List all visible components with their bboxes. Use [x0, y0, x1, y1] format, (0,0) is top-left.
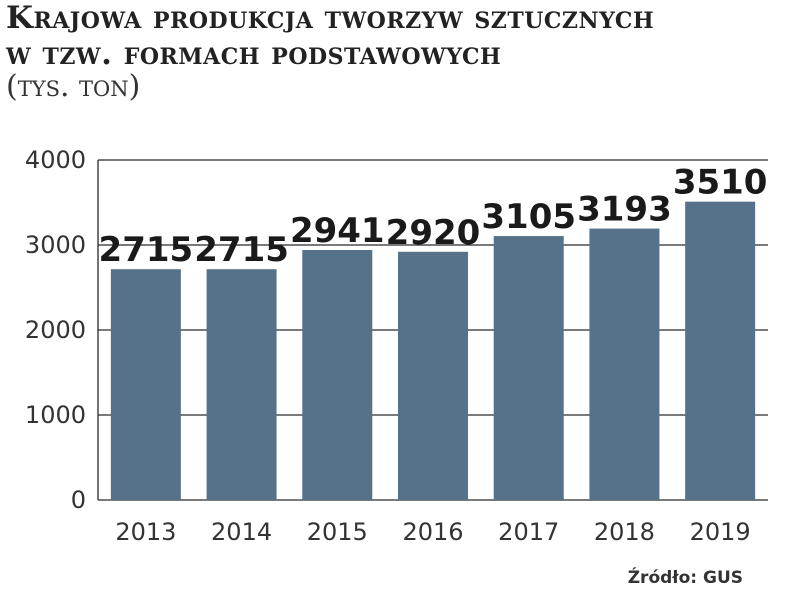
y-tick-label: 2000 [25, 316, 86, 344]
bar-2014 [206, 269, 277, 500]
y-axis-ticks: 0 1000 2000 3000 4000 [25, 146, 86, 514]
x-axis-ticks: 2013 2014 2015 2016 2017 2018 2019 [115, 518, 750, 546]
bar-2013 [110, 269, 181, 500]
y-tick-label: 0 [71, 486, 86, 514]
bar-2017 [493, 236, 564, 500]
data-label: 2715 [194, 230, 289, 270]
data-label: 2941 [290, 211, 385, 251]
bar-2015 [302, 250, 373, 500]
x-tick-label: 2018 [594, 518, 655, 546]
x-tick-label: 2014 [211, 518, 272, 546]
chart-title: Krajowa produkcja tworzyw sztucznych w t… [6, 0, 654, 72]
title-line-1: Krajowa produkcja tworzyw sztucznych [6, 0, 655, 36]
bar-2018 [589, 228, 660, 500]
data-label: 2715 [99, 230, 194, 270]
bar-2019 [685, 201, 756, 500]
bars [110, 201, 756, 500]
y-tick-label: 1000 [25, 401, 86, 429]
x-tick-label: 2019 [690, 518, 751, 546]
x-tick-label: 2015 [307, 518, 368, 546]
y-tick-label: 3000 [25, 231, 86, 259]
x-tick-label: 2017 [498, 518, 559, 546]
data-label: 3105 [481, 197, 576, 237]
data-label: 3193 [577, 190, 672, 230]
bar-2016 [398, 251, 468, 500]
chart-subtitle: (tys. ton) [6, 69, 141, 104]
source-note: Źródło: GUS [627, 568, 743, 588]
x-tick-label: 2013 [115, 518, 176, 546]
title-line-2: w tzw. formach podstawowych [6, 36, 502, 72]
x-tick-label: 2016 [402, 518, 463, 546]
data-label: 3510 [673, 163, 768, 203]
data-label: 2920 [386, 213, 481, 253]
y-tick-label: 4000 [25, 146, 86, 174]
